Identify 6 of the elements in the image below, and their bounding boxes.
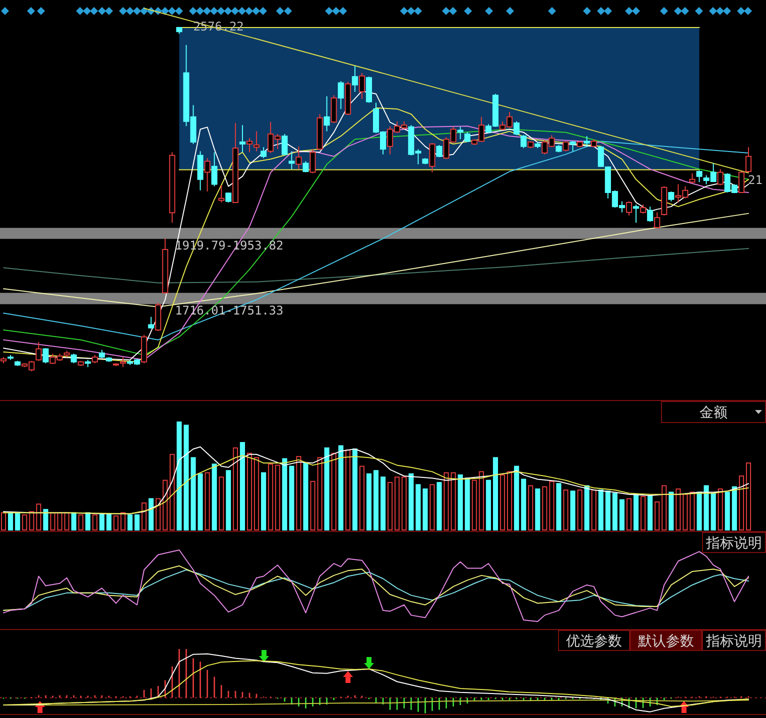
annotation: 优选参数 [566, 634, 622, 650]
annotation: 21 [748, 173, 762, 187]
annotation: 指标说明 [705, 634, 762, 650]
text: 金额 [700, 405, 728, 421]
annotation: 指标说明 [705, 536, 762, 552]
annotation: 默认参数 [637, 634, 694, 650]
